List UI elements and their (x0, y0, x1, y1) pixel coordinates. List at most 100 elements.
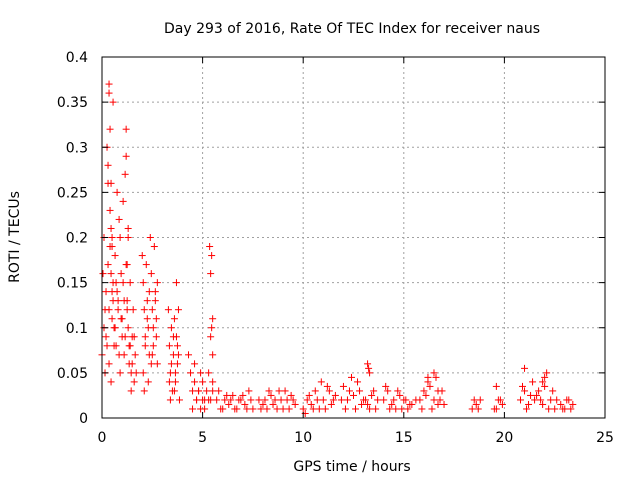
data-point (149, 342, 157, 350)
data-point (205, 396, 213, 404)
data-point (106, 206, 114, 214)
data-point (108, 234, 116, 241)
x-tick-label: 20 (495, 430, 513, 446)
data-point (111, 324, 119, 332)
data-point (309, 405, 317, 413)
data-point (341, 405, 349, 413)
data-point (141, 333, 149, 341)
data-point (563, 396, 571, 404)
data-point (356, 387, 364, 395)
data-point (235, 396, 243, 404)
data-point (108, 315, 116, 323)
data-point (144, 378, 152, 386)
data-point (366, 369, 374, 377)
data-point (313, 396, 321, 404)
data-point (145, 288, 153, 296)
data-point (127, 369, 135, 377)
data-point (153, 360, 161, 368)
data-point (213, 396, 221, 404)
data-point (382, 382, 390, 390)
data-point (103, 342, 111, 350)
data-point (305, 391, 313, 399)
data-point (567, 405, 575, 413)
data-point (151, 288, 159, 296)
data-point (130, 333, 138, 341)
data-point (107, 224, 115, 232)
data-point (365, 364, 373, 372)
data-point (185, 351, 193, 359)
data-point (175, 396, 183, 404)
data-point (531, 396, 539, 404)
data-point (281, 387, 289, 395)
data-point (372, 405, 380, 413)
data-point (364, 400, 372, 408)
data-point (207, 270, 215, 278)
data-point (130, 378, 138, 386)
data-point (205, 369, 213, 377)
data-point (169, 333, 177, 341)
data-point (167, 360, 175, 368)
data-point (468, 405, 476, 413)
data-point (117, 315, 125, 323)
data-point (138, 252, 146, 260)
data-point (269, 400, 277, 408)
data-point (150, 243, 158, 251)
data-point (105, 360, 113, 368)
data-point (106, 125, 114, 133)
data-point (119, 197, 127, 205)
x-tick-label: 5 (198, 430, 207, 446)
data-point (337, 396, 345, 404)
data-point (539, 400, 547, 408)
data-point (110, 342, 118, 350)
data-point (424, 373, 432, 381)
data-point (199, 378, 207, 386)
data-point (525, 400, 533, 408)
data-point (195, 387, 203, 395)
y-tick-label: 0.05 (57, 366, 88, 382)
data-point (299, 405, 307, 413)
data-point (418, 405, 426, 413)
data-point (173, 342, 181, 350)
y-tick-label: 0.15 (57, 276, 88, 292)
data-point (547, 396, 555, 404)
data-point (352, 405, 360, 413)
data-point (153, 279, 161, 287)
data-point (206, 243, 214, 251)
data-point (225, 400, 233, 408)
data-point (147, 360, 155, 368)
data-point (167, 324, 175, 332)
data-point (123, 261, 131, 269)
data-point (343, 396, 351, 404)
data-point (229, 391, 237, 399)
data-point (492, 405, 500, 413)
data-point (553, 396, 561, 404)
data-point (208, 252, 216, 260)
data-point (166, 396, 174, 404)
data-point (209, 315, 217, 323)
data-point (131, 351, 139, 359)
data-point (277, 396, 285, 404)
data-point (113, 188, 121, 196)
data-point (430, 396, 438, 404)
data-point (551, 405, 559, 413)
data-point (207, 333, 215, 341)
data-point (148, 351, 156, 359)
data-point (193, 396, 201, 404)
data-point (539, 378, 547, 386)
data-point (303, 396, 311, 404)
data-point (426, 382, 434, 390)
data-point (523, 405, 531, 413)
data-point (432, 373, 440, 381)
data-point (420, 387, 428, 395)
data-point (171, 378, 179, 386)
data-point (368, 391, 376, 399)
data-point (434, 387, 442, 395)
data-point (498, 400, 506, 408)
data-point (416, 396, 424, 404)
data-point (569, 400, 577, 408)
data-point (559, 405, 567, 413)
data-point (358, 400, 366, 408)
data-point (141, 342, 149, 350)
data-point (143, 315, 151, 323)
data-point (199, 396, 207, 404)
